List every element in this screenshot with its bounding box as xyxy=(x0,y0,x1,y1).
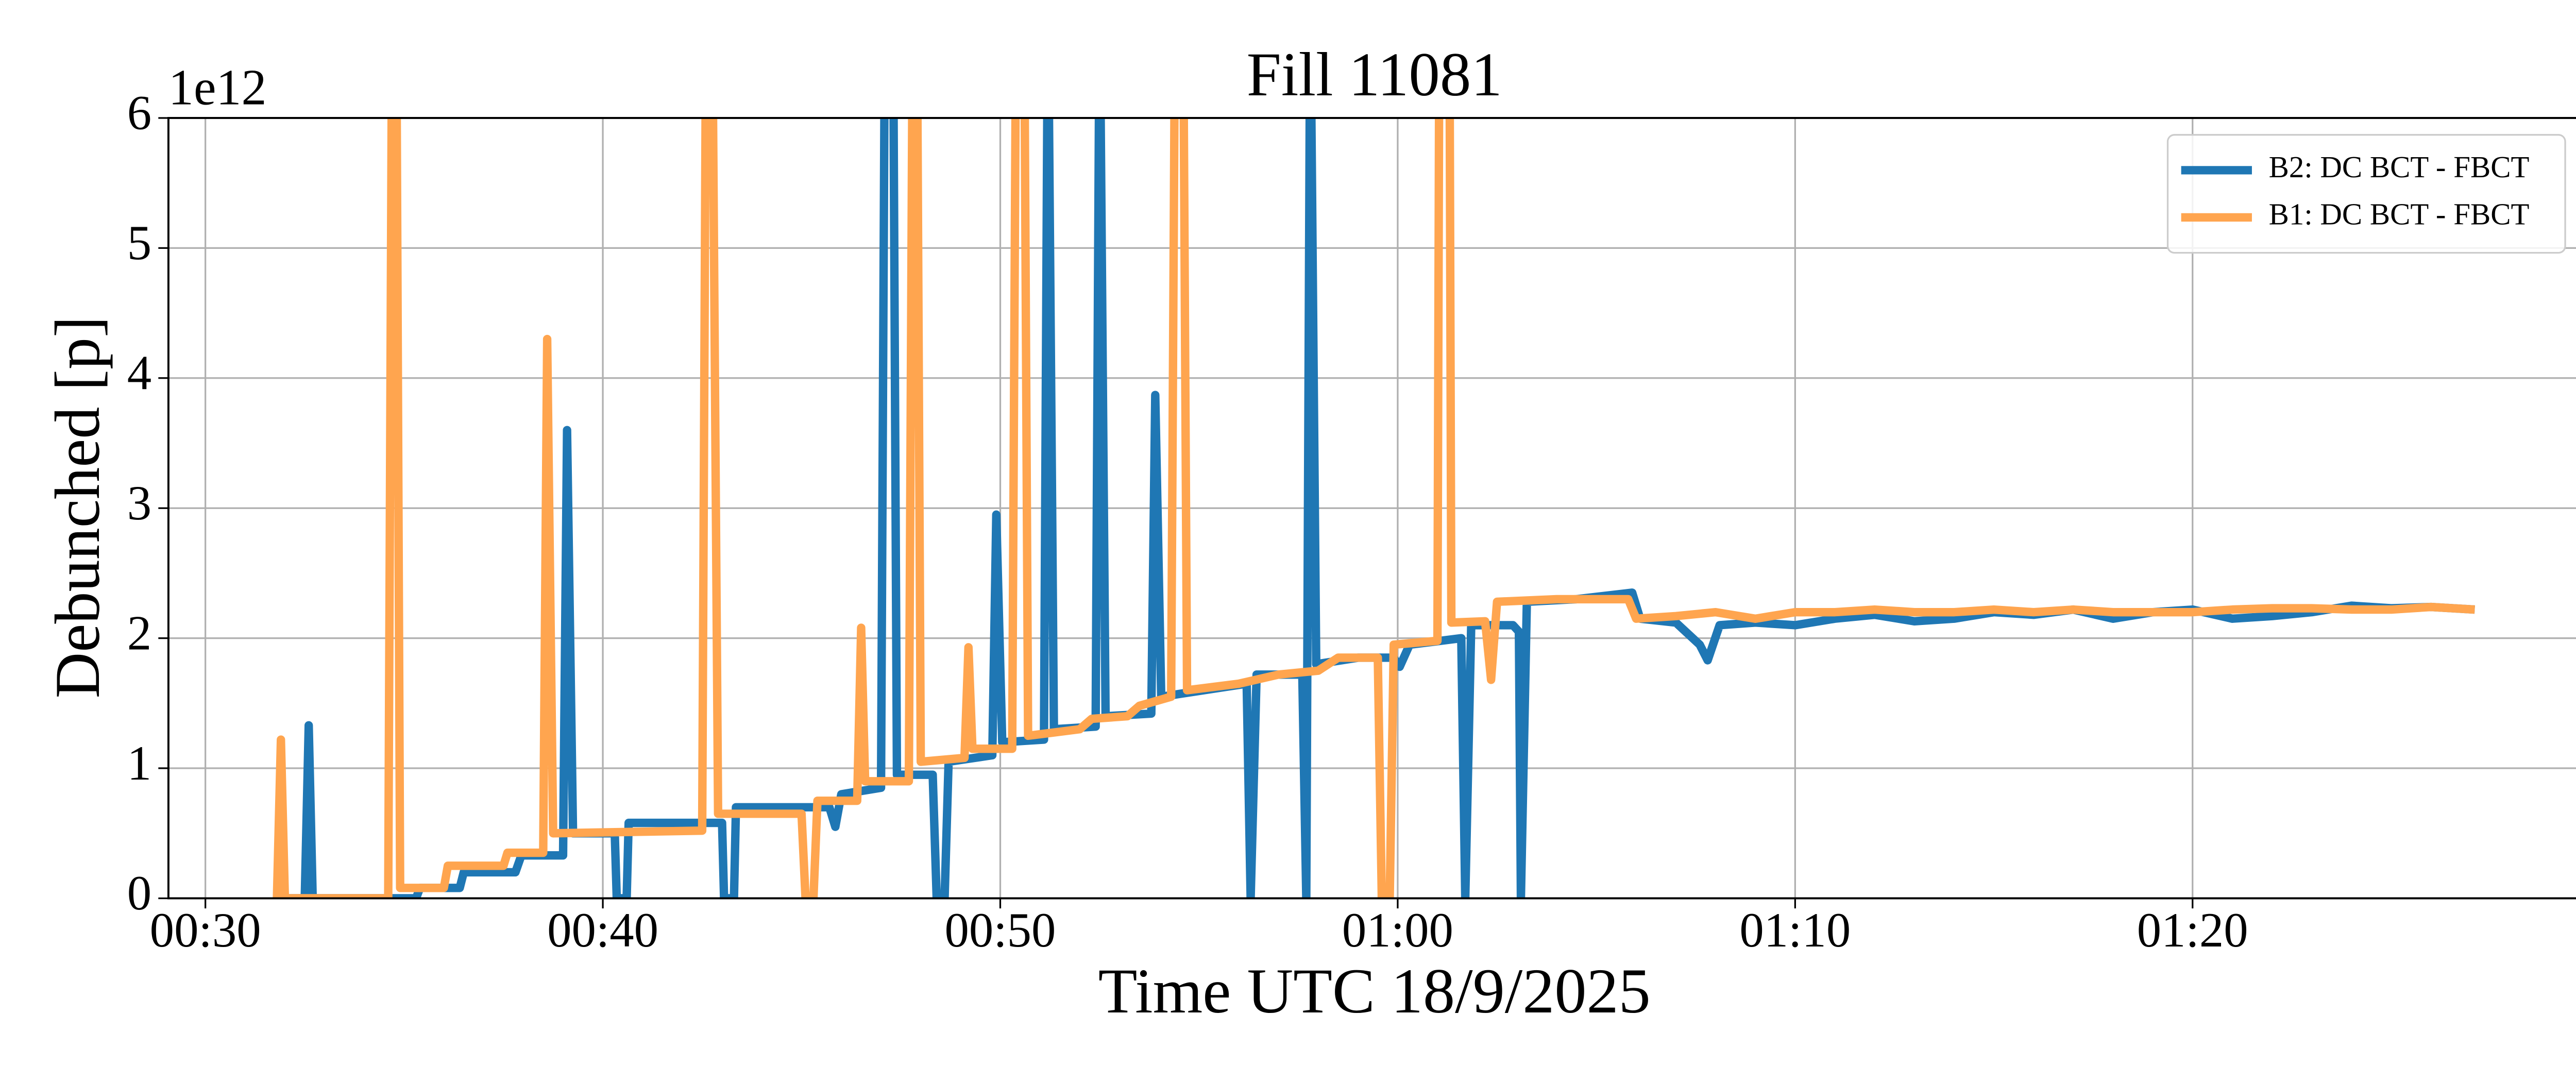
series-line xyxy=(273,117,2475,899)
plot-frame xyxy=(167,117,2576,900)
x-tick-label: 00:50 xyxy=(945,903,1056,957)
y-tick-label: 1 xyxy=(127,736,151,790)
y-tick-label: 2 xyxy=(127,605,151,660)
plot-area xyxy=(273,117,2475,899)
x-tick-label: 01:10 xyxy=(1739,903,1851,957)
y-tick-label: 0 xyxy=(127,866,151,920)
y-tick-label: 6 xyxy=(127,86,151,140)
y-axis-label: Debunched [p] xyxy=(42,316,113,699)
y-tick-label: 3 xyxy=(127,476,151,530)
x-tick-label: 01:00 xyxy=(1342,903,1453,957)
x-axis-label: Time UTC 18/9/2025 xyxy=(1098,955,1651,1026)
grid: 00:30 00:40 00:50 01:00 01:10 01:20 0 1 2 3 4 5 6 xyxy=(127,86,2576,957)
x-tick-label: 00:40 xyxy=(547,903,658,957)
y-offset-label: 1e12 xyxy=(168,60,267,115)
legend: B2: DC BCT - FBCT B1: DC BCT - FBCT xyxy=(2166,134,2566,254)
legend-box xyxy=(2166,134,2566,254)
legend-label: B1: DC BCT - FBCT xyxy=(2269,197,2530,231)
chart-title: Fill 11081 xyxy=(1247,40,1502,109)
y-tick-label: 4 xyxy=(127,346,151,400)
x-tick-label: 01:20 xyxy=(2137,903,2248,957)
legend-label: B2: DC BCT - FBCT xyxy=(2269,150,2530,184)
y-tick-label: 5 xyxy=(127,215,151,270)
x-tick-label: 00:30 xyxy=(150,903,261,957)
